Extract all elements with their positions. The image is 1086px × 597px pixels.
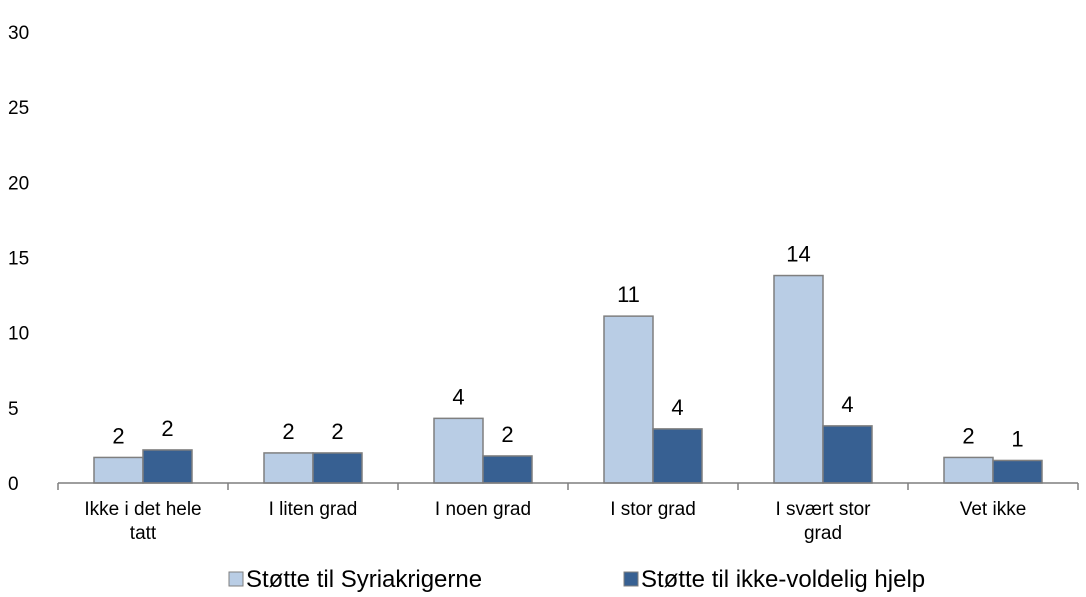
x-category-label: I stor grad: [610, 499, 696, 520]
x-category-label-line: I svært stor: [775, 499, 871, 520]
y-tick-label: 25: [8, 98, 29, 119]
bar-series-2: [992, 459, 1043, 484]
data-label: 2: [501, 422, 513, 447]
y-axis-tick-labels: 0 5 10 15 20 25 30: [8, 23, 29, 495]
x-category-label: I noen grad: [435, 499, 531, 520]
bar-series-1: [263, 452, 314, 484]
data-label: 14: [786, 242, 810, 267]
data-labels: 2 2 4 11 14 2 2 2 2 4 4 1: [112, 242, 1023, 452]
bar-series-2: [312, 452, 363, 484]
x-category-label-line: tatt: [130, 523, 157, 544]
x-category-label-line: I liten grad: [269, 499, 358, 520]
x-axis: Ikke i det hele tatt I liten grad I noen gr…: [57, 482, 1079, 544]
legend-swatch: [623, 571, 639, 587]
data-label: 2: [161, 416, 173, 441]
x-category-label: I svært stor grad: [775, 499, 871, 544]
y-tick-label: 5: [8, 399, 19, 420]
legend-label: Støtte til Syriakrigerne: [246, 566, 482, 593]
y-tick-label: 20: [8, 173, 29, 194]
y-tick-label: 15: [8, 249, 29, 270]
data-label: 2: [282, 419, 294, 444]
bar-series-2: [822, 425, 873, 484]
x-category-label-line: Ikke i det hele: [84, 499, 201, 520]
legend-label: Støtte til ikke-voldelig hjelp: [641, 566, 925, 593]
bar-series-1: [93, 456, 144, 484]
bar-series-1: [943, 456, 994, 484]
data-label: 4: [841, 392, 853, 417]
data-label: 2: [112, 423, 124, 448]
x-category-label: Vet ikke: [960, 499, 1027, 520]
y-tick-label: 0: [8, 474, 19, 495]
data-label: 2: [331, 419, 343, 444]
data-label: 2: [962, 423, 974, 448]
bar-series-1: [433, 417, 484, 484]
data-label: 1: [1011, 426, 1023, 451]
data-label: 11: [617, 282, 640, 307]
data-label: 4: [452, 384, 464, 409]
bars: [93, 274, 1043, 484]
x-category-label-line: grad: [804, 523, 842, 544]
bar-series-2: [142, 449, 193, 484]
y-tick-label: 30: [8, 23, 29, 44]
bar-series-1: [773, 274, 824, 484]
x-category-label-line: I stor grad: [610, 499, 696, 520]
x-category-label-line: I noen grad: [435, 499, 531, 520]
bar-series-2: [652, 428, 703, 484]
x-category-label: I liten grad: [269, 499, 358, 520]
bar-series-2: [482, 455, 533, 484]
bar-series-1: [603, 315, 654, 484]
x-category-label-line: Vet ikke: [960, 499, 1027, 520]
data-label: 4: [671, 395, 683, 420]
legend: Støtte til Syriakrigerne Støtte til ikke-…: [228, 566, 925, 593]
x-category-label: Ikke i det hele tatt: [84, 499, 201, 544]
y-tick-label: 10: [8, 324, 29, 345]
legend-swatch: [228, 571, 244, 587]
